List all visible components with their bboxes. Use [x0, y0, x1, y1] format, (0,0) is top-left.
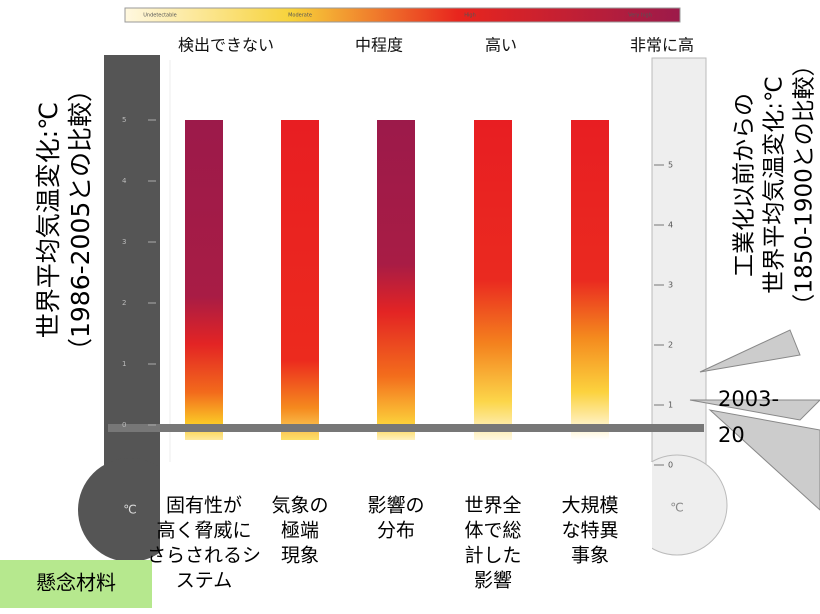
concern-column: [377, 120, 415, 440]
level-label: 高い: [485, 36, 517, 55]
today-line: [108, 424, 704, 432]
footer-box: [0, 560, 152, 608]
column-label: 体で総: [464, 520, 521, 542]
column-label: さらされるシ: [147, 545, 261, 567]
callout-text: 20: [718, 423, 745, 447]
level-label: 検出できない: [178, 36, 274, 55]
left-tick-label: 4: [122, 177, 127, 185]
left-tick-label: 0: [122, 421, 126, 429]
right-tick-label: 4: [668, 221, 673, 230]
column-label: 計した: [464, 545, 521, 567]
column-label: 固有性が: [166, 495, 242, 517]
left-tick-label: 5: [122, 116, 126, 124]
concern-column: [185, 120, 223, 440]
legend-label: Very high: [628, 13, 652, 19]
right-tick-label: 3: [668, 281, 673, 290]
legend-label: Undetectable: [143, 13, 177, 19]
column-label: ステム: [176, 570, 232, 592]
callout-pointer: [699, 329, 801, 373]
right-tick-label: 5: [668, 161, 673, 170]
concern-column: [474, 120, 512, 440]
left-axis-label: 世界平均気温変化:℃: [34, 102, 63, 339]
column-label: 事象: [571, 545, 609, 567]
label-panel: [160, 462, 652, 612]
right-unit: ℃: [670, 501, 683, 515]
level-label: 中程度: [355, 36, 403, 55]
column-label: 分布: [377, 520, 415, 542]
footer-label: 懸念材料: [36, 571, 116, 595]
column-label: 現象: [281, 545, 319, 567]
callout-pointer: [708, 409, 820, 511]
left-axis-label: （1986-2005との比較）: [66, 77, 95, 363]
legend-label: Moderate: [288, 13, 312, 19]
column-label: 世界全: [464, 495, 521, 517]
concern-column: [281, 120, 319, 440]
left-tick-label: 3: [122, 238, 126, 246]
right-axis-label: 工業化以前からの: [732, 93, 758, 277]
callout-text: 2003-: [718, 387, 779, 411]
right-tick-label: 2: [668, 341, 673, 350]
column-label: 気象の: [271, 495, 328, 517]
left-unit: ℃: [123, 503, 136, 517]
right-axis-label: 世界平均気温変化:℃: [762, 76, 788, 294]
level-label: 非常に高: [630, 36, 694, 55]
right-axis-label: （1850-1900との比較）: [792, 53, 818, 316]
right-tick-label: 0: [668, 461, 673, 470]
legend-label: High: [464, 13, 476, 19]
left-tick-label: 1: [122, 360, 126, 368]
column-label: な特異: [561, 520, 618, 542]
right-tick-label: 1: [668, 401, 673, 410]
column-label: 高く脅威に: [156, 520, 251, 542]
left-bulb: [78, 458, 182, 562]
legend-bar: [124, 7, 681, 23]
column-label: 影響の: [367, 495, 424, 517]
left-thermometer: [104, 55, 160, 485]
callout-pointer: [689, 399, 820, 421]
left-tick-label: 2: [122, 299, 126, 307]
concern-column: [571, 120, 609, 440]
column-label: 大規模: [561, 495, 618, 517]
column-label: 影響: [474, 570, 512, 592]
column-label: 極端: [281, 520, 319, 542]
right-thermometer: [651, 57, 707, 479]
